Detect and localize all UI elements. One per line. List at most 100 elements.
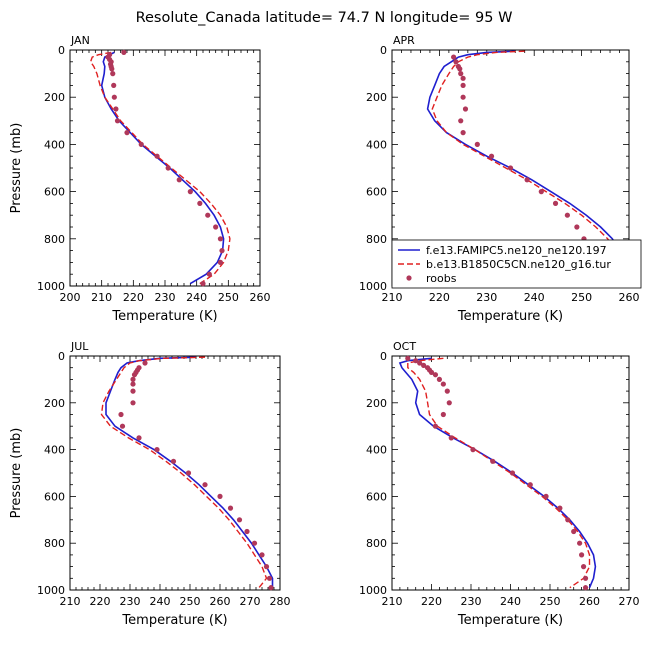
obs-point — [552, 200, 559, 206]
obs-point — [460, 94, 466, 100]
obs-point — [244, 528, 250, 535]
obs-point — [428, 369, 435, 375]
series-line-model2 — [89, 51, 231, 285]
obs-point — [118, 411, 124, 418]
obs-point — [213, 224, 219, 230]
panel-jul: JUL 210 220 230 240 250 260 270 280 0 200 400 600 800… — [9, 340, 291, 628]
obs-point — [154, 447, 160, 453]
panel-jan: JAN 200 210 220 230 240 250 260 0 200 400 600 800 100… — [9, 34, 271, 324]
y-tick-label: 800 — [366, 233, 387, 246]
obs-point — [527, 482, 533, 488]
obs-point — [113, 106, 119, 112]
obs-point — [124, 130, 130, 136]
obs-point — [538, 189, 544, 195]
x-tick-label: 210 — [91, 291, 112, 304]
legend-entry: f.e13.FAMIPC5.ne120_ne120.197 — [426, 244, 607, 257]
x-tick-label: 260 — [250, 291, 271, 304]
x-tick-label: 230 — [155, 291, 176, 304]
obs-point — [259, 552, 265, 558]
y-tick-label: 0 — [380, 44, 387, 57]
x-tick-label: 210 — [382, 595, 403, 608]
obs-point — [217, 259, 224, 265]
obs-point — [111, 94, 117, 100]
obs-point — [205, 212, 211, 218]
y-tick-label: 600 — [366, 490, 387, 503]
x-tick-label: 260 — [210, 595, 231, 608]
x-tick-label: 220 — [421, 595, 442, 608]
y-axis-label: Pressure (mb) — [9, 123, 24, 214]
obs-point — [200, 281, 206, 287]
obs-point — [543, 493, 549, 499]
plot-frame — [69, 355, 281, 591]
obs-point — [453, 59, 459, 65]
panel-label: OCT — [393, 340, 416, 353]
obs-point — [557, 505, 563, 511]
obs-point — [582, 585, 589, 591]
obs-point — [130, 400, 136, 406]
obs-point — [440, 411, 446, 418]
x-tick-label: 240 — [524, 291, 545, 304]
obs-point — [138, 141, 144, 147]
y-tick-label: 400 — [366, 138, 387, 151]
x-axis-label: Temperature (K) — [121, 613, 227, 628]
x-axis-label: Temperature (K) — [111, 309, 217, 324]
obs-point — [206, 271, 212, 277]
obs-point — [432, 423, 439, 429]
x-tick-label: 270 — [619, 595, 640, 608]
x-tick-label: 240 — [500, 595, 521, 608]
obs-point — [458, 71, 464, 77]
x-tick-label: 240 — [150, 595, 171, 608]
series-line-model2 — [100, 356, 268, 589]
obs-point — [236, 517, 243, 523]
obs-point — [509, 470, 516, 476]
obs-point — [131, 372, 138, 378]
obs-point — [413, 358, 419, 364]
obs-point — [154, 153, 160, 159]
figure-title: Resolute_Canada latitude= 74.7 N longitu… — [136, 10, 513, 26]
obs-point — [121, 49, 127, 55]
obs-point — [432, 372, 439, 378]
obs-point — [524, 177, 530, 183]
y-tick-label: 0 — [58, 44, 65, 57]
legend-box — [391, 239, 642, 289]
y-tick-label: 600 — [44, 186, 65, 199]
obs-point — [564, 212, 570, 218]
obs-point — [421, 362, 427, 368]
x-tick-label: 260 — [619, 291, 640, 304]
obs-point — [462, 106, 469, 112]
panel-label: APR — [393, 34, 415, 47]
y-tick-label: 800 — [44, 233, 65, 246]
x-tick-label: 270 — [240, 595, 261, 608]
obs-point — [460, 82, 466, 88]
x-tick-label: 280 — [270, 595, 291, 608]
obs-point — [130, 376, 136, 382]
obs-point — [187, 189, 193, 195]
x-tick-label: 220 — [123, 291, 144, 304]
obs-point — [170, 458, 177, 464]
x-tick-label: 230 — [476, 291, 497, 304]
obs-point — [136, 435, 142, 441]
obs-point — [436, 376, 442, 382]
obs-point — [448, 435, 454, 441]
obs-point — [130, 381, 136, 387]
obs-point — [251, 540, 258, 546]
x-tick-label: 250 — [218, 291, 239, 304]
obs-point — [219, 248, 225, 254]
x-tick-label: 220 — [429, 291, 450, 304]
obs-point — [405, 355, 411, 361]
obs-point — [446, 400, 452, 406]
y-tick-label: 0 — [58, 350, 65, 363]
series-line-model1 — [426, 50, 620, 285]
series-line-model1 — [398, 357, 597, 589]
obs-point — [109, 66, 115, 72]
panel-label: JAN — [70, 34, 90, 47]
series-line-model2 — [407, 357, 591, 589]
obs-point — [142, 360, 148, 366]
legend-entry: roobs — [426, 272, 457, 285]
obs-point — [266, 575, 273, 581]
obs-point — [417, 360, 423, 366]
panel-label: JUL — [70, 340, 89, 353]
obs-point — [580, 564, 587, 570]
obs-point — [185, 470, 192, 476]
obs-point — [114, 118, 121, 124]
